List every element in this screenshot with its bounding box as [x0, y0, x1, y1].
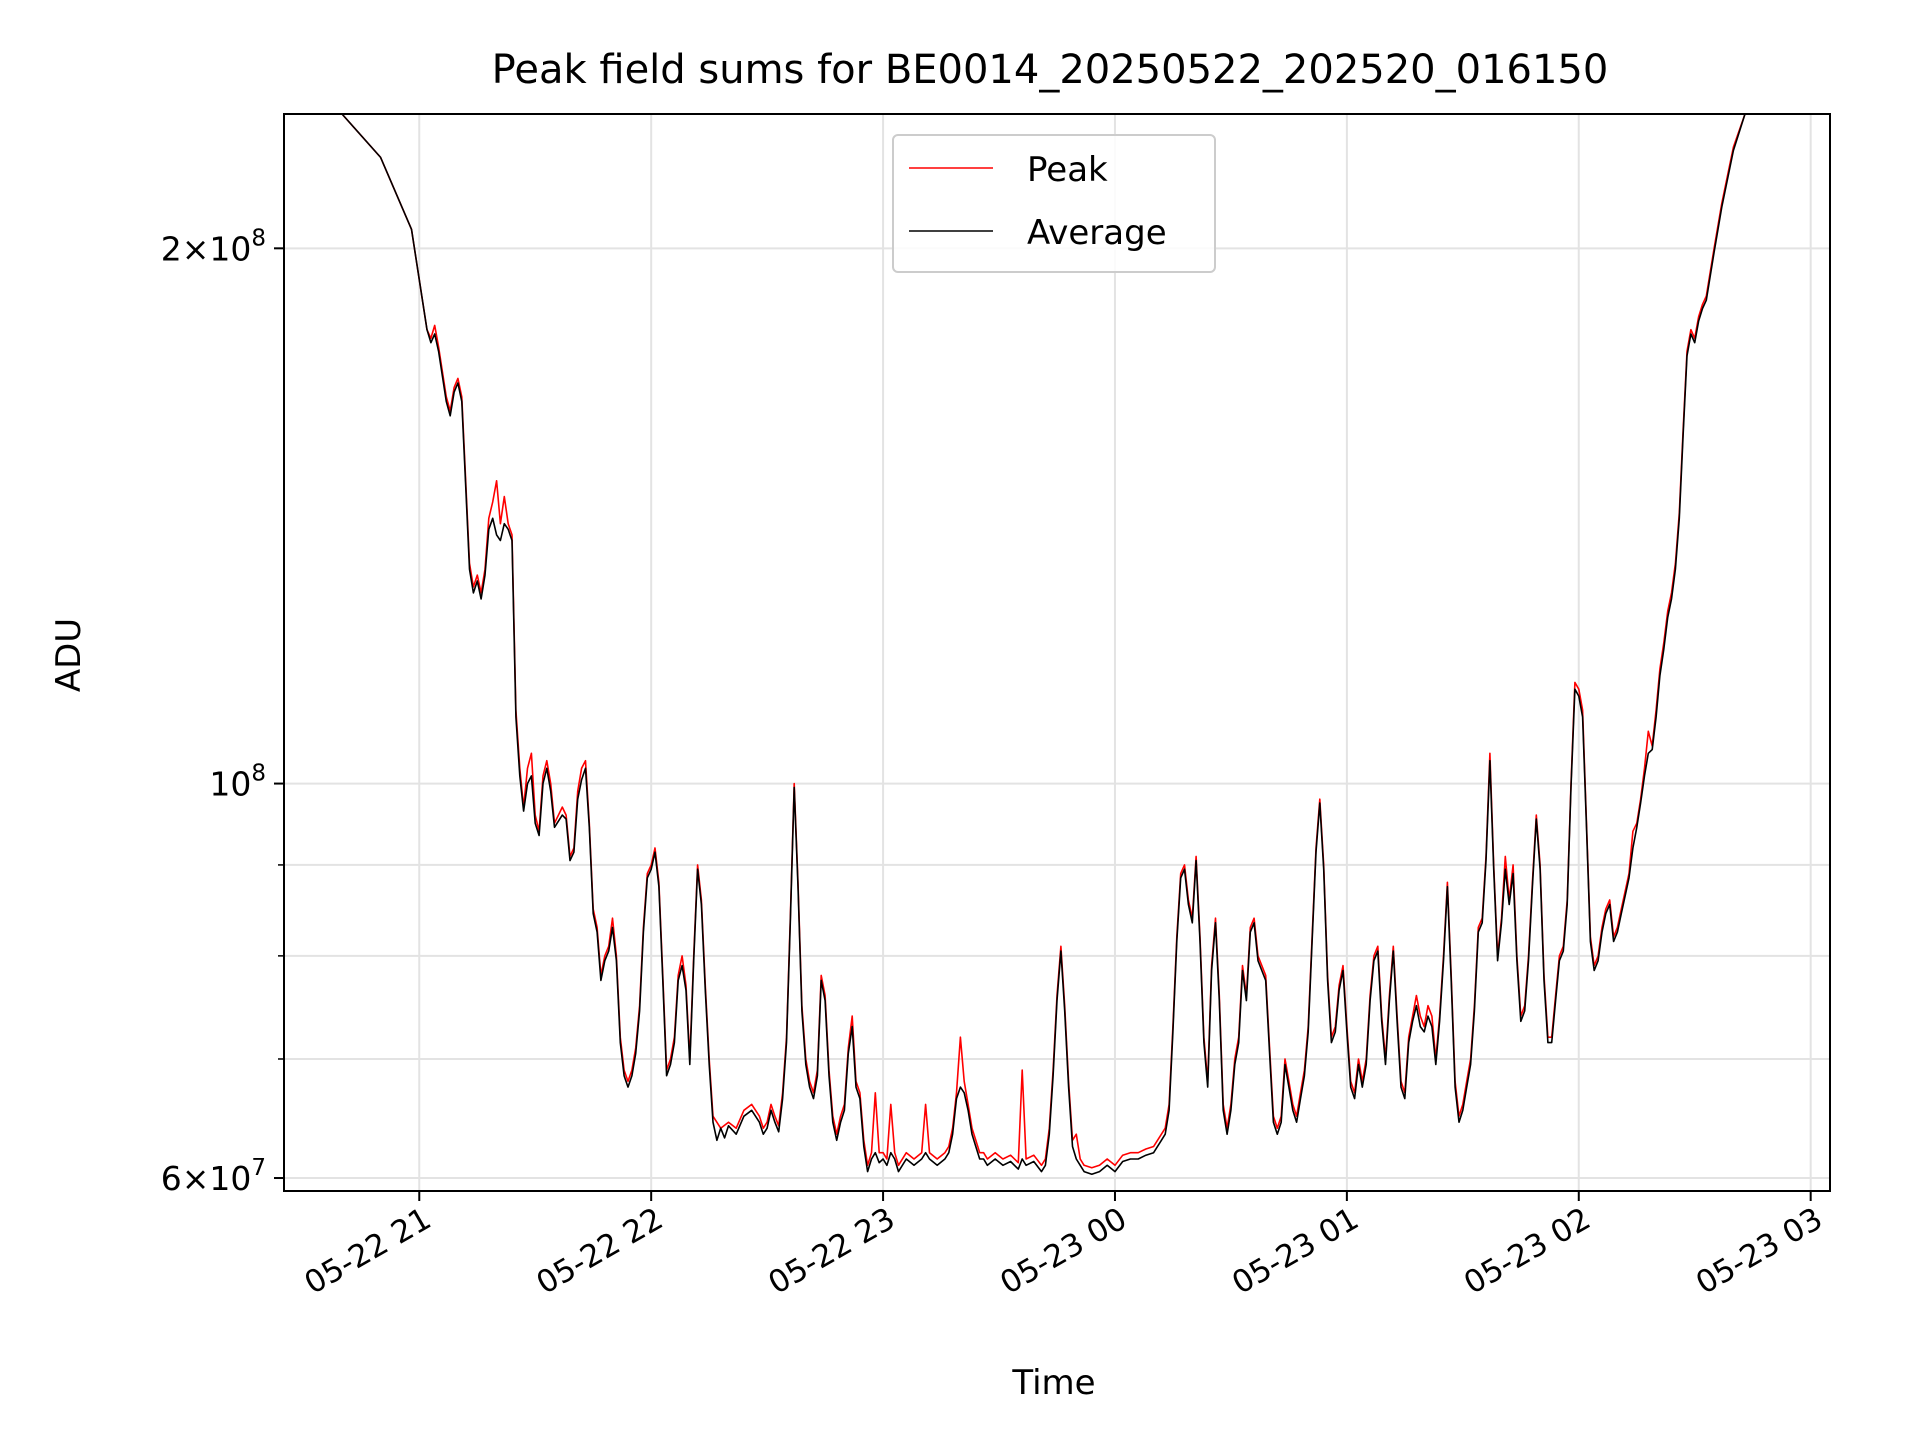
x-axis-label: Time [1011, 1363, 1095, 1403]
plot-frame [283, 113, 1831, 1192]
series-line-average [284, 113, 1830, 1175]
y-axis: 6×107 108 2×108 ADU [49, 225, 284, 1198]
y-axis-label: ADU [49, 618, 89, 692]
y-tick-times: ×10 [182, 229, 252, 268]
y-tick-base: 10 [209, 765, 251, 804]
y-tick-exponent: 7 [251, 1155, 266, 1181]
legend: Peak Average [892, 134, 1216, 273]
y-tick-label: 108 [209, 761, 266, 804]
y-tick-label: 6×107 [161, 1155, 266, 1198]
y-tick-mantissa: 2 [161, 229, 182, 268]
y-tick-exponent: 8 [251, 761, 266, 787]
legend-label-average: Average [1027, 213, 1167, 253]
plot-area [284, 113, 1830, 1175]
x-tick-marks [418, 1191, 1812, 1201]
y-tick-exponent: 8 [251, 225, 266, 251]
y-tick-mantissa: 6 [161, 1159, 182, 1198]
legend-label-peak: Peak [1027, 150, 1108, 190]
y-tick-label: 2×108 [161, 225, 266, 268]
y-tick-times: ×10 [182, 1159, 252, 1198]
chart-title: Peak field sums for BE0014_20250522_2025… [492, 47, 1609, 93]
legend-box [892, 134, 1216, 273]
